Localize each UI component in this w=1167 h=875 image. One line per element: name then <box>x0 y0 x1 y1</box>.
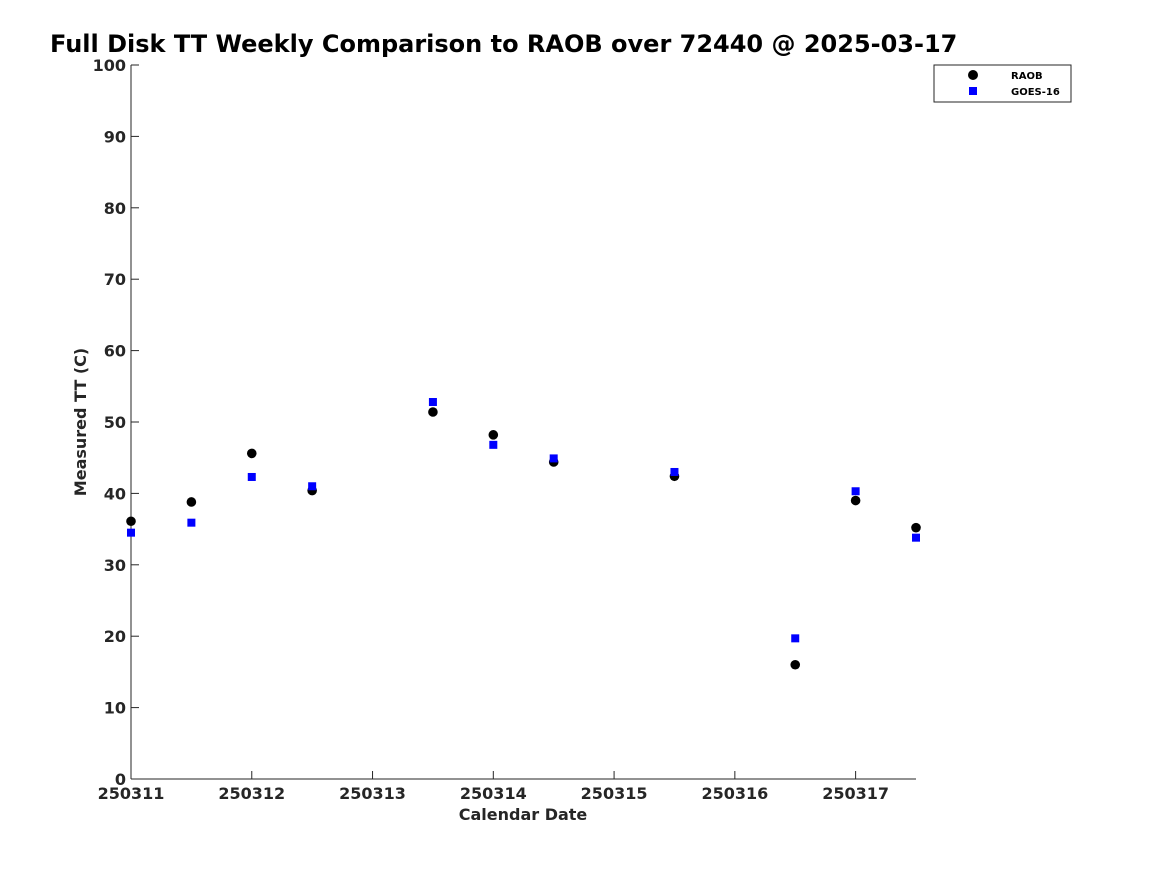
data-series <box>126 398 921 670</box>
y-tick-label: 30 <box>104 556 126 575</box>
legend-marker-goes-16 <box>969 87 977 95</box>
data-point-raob <box>186 497 197 507</box>
data-point-goes-16 <box>851 487 860 496</box>
x-axis-label: Calendar Date <box>459 805 588 824</box>
legend-label: RAOB <box>1011 71 1043 82</box>
x-tick-label: 250314 <box>460 784 527 803</box>
x-tick-label: 250316 <box>701 784 768 803</box>
x-tick-label: 250315 <box>581 784 648 803</box>
y-tick-label: 80 <box>104 199 126 218</box>
x-tick-label: 250313 <box>339 784 406 803</box>
data-point-raob <box>246 448 257 459</box>
x-tick-label: 250317 <box>822 784 889 803</box>
data-point-goes-16 <box>127 528 135 537</box>
data-point-goes-16 <box>912 533 920 542</box>
y-tick-label: 90 <box>104 127 126 146</box>
y-tick-label: 20 <box>104 627 126 646</box>
y-tick-label: 40 <box>104 484 126 503</box>
legend-marker-raob <box>968 70 978 80</box>
data-point-raob <box>790 659 801 670</box>
legend: RAOB GOES-16 <box>933 64 1072 103</box>
y-tick-label: 60 <box>104 342 126 361</box>
data-point-goes-16 <box>308 482 317 491</box>
x-tick-label: 250311 <box>98 784 165 803</box>
x-axis: 250311 250312 250313 250314 250315 250316 2503… <box>98 771 916 803</box>
data-point-goes-16 <box>791 634 800 643</box>
y-tick-label: 10 <box>104 699 126 718</box>
series-goes-16 <box>127 398 920 643</box>
y-tick-label: 70 <box>104 270 126 289</box>
data-point-goes-16 <box>549 454 558 463</box>
y-tick-label: 100 <box>93 56 126 75</box>
data-point-goes-16 <box>428 398 437 407</box>
data-point-goes-16 <box>670 467 679 476</box>
x-tick-label: 250312 <box>218 784 285 803</box>
data-point-raob <box>488 430 499 440</box>
y-axis: 0 10 20 30 40 50 60 70 80 90 100 <box>93 56 139 789</box>
data-point-goes-16 <box>187 518 196 527</box>
chart-title: Full Disk TT Weekly Comparison to RAOB o… <box>50 30 957 58</box>
y-tick-label: 0 <box>115 770 126 789</box>
data-point-raob <box>428 407 438 417</box>
data-point-goes-16 <box>489 440 498 449</box>
data-point-raob <box>911 522 921 533</box>
data-point-raob <box>126 516 136 527</box>
y-axis-label: Measured TT (C) <box>71 348 90 496</box>
data-point-raob <box>850 495 861 506</box>
legend-box <box>933 64 1072 103</box>
legend-label: GOES-16 <box>1011 87 1060 98</box>
y-tick-label: 50 <box>104 413 126 432</box>
data-point-goes-16 <box>247 472 256 481</box>
